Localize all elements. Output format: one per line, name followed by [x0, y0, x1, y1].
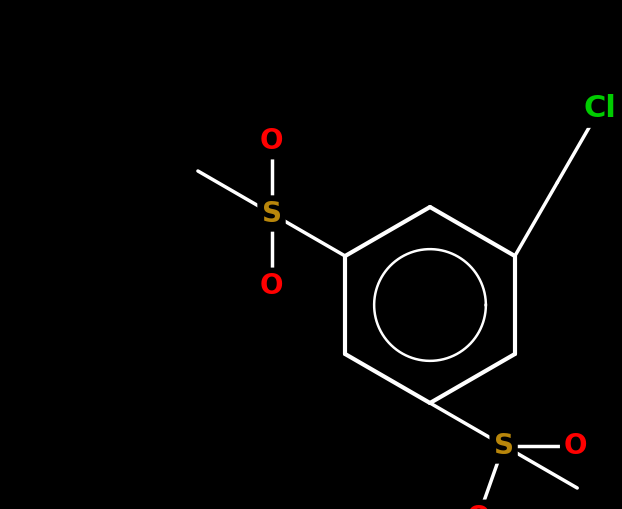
Text: O: O	[260, 127, 283, 155]
Text: Cl: Cl	[583, 94, 616, 123]
Text: O: O	[564, 432, 588, 460]
Text: O: O	[466, 504, 490, 509]
Text: S: S	[494, 432, 514, 460]
Text: O: O	[260, 272, 283, 300]
Text: S: S	[261, 200, 282, 228]
